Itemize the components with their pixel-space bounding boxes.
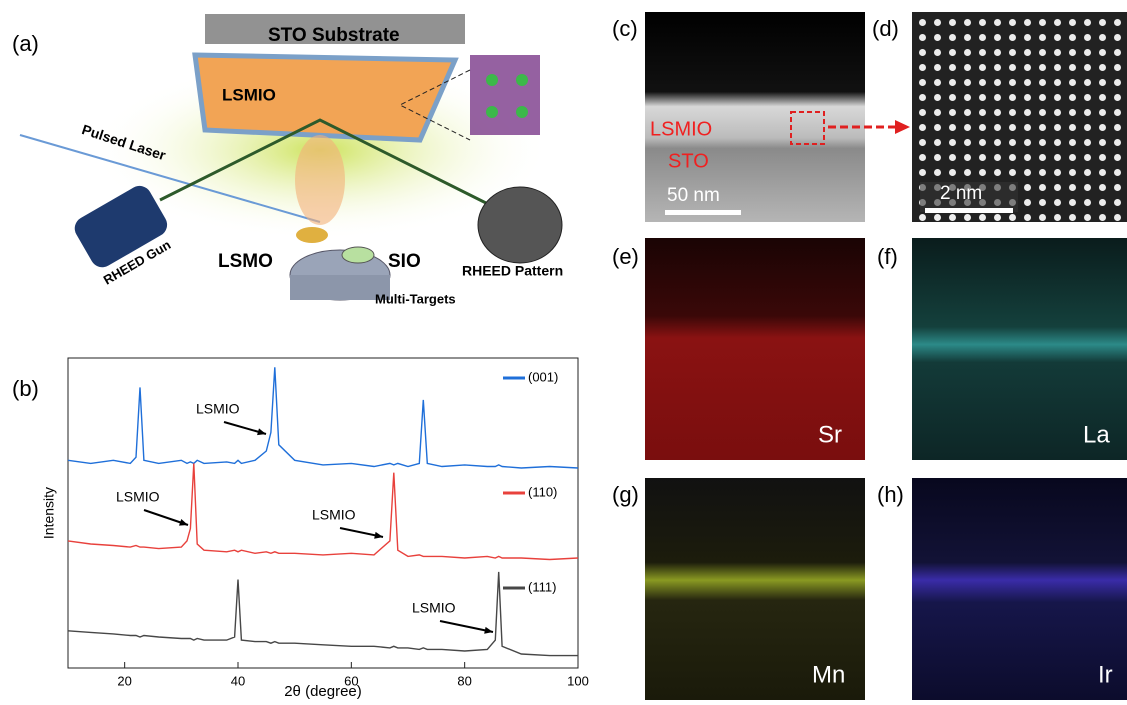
targets-label: Multi-Targets	[375, 291, 456, 306]
tem-panel: (c) LSMIO STO 50 nm	[612, 12, 910, 222]
series-line	[68, 572, 578, 656]
x-tick-label: 40	[231, 673, 245, 688]
figure: (a) STO Substrate LSMIO Pulsed Laser RHE…	[0, 0, 1127, 700]
y-axis-title: Intensity	[41, 487, 57, 539]
legend-label: (001)	[528, 369, 558, 384]
rheed-screen	[478, 187, 562, 263]
panel-label: (h)	[877, 482, 904, 507]
element-label: Sr	[818, 421, 842, 448]
annotation-arrowhead	[179, 519, 188, 526]
scale-label: 50 nm	[667, 185, 720, 206]
hrtem-panel: (d) 2 nm	[872, 12, 1127, 222]
substrate-label: STO Substrate	[268, 25, 400, 46]
eds-maps: (e) Sr (f) La (g) Mn (h) Ir	[612, 238, 1127, 700]
panel-label: (g)	[612, 482, 639, 507]
element-label: Ir	[1098, 661, 1113, 688]
target-label: LSMO	[218, 251, 273, 272]
schematic: (a) STO Substrate LSMIO Pulsed Laser RHE…	[12, 14, 563, 306]
film-label: LSMIO	[222, 85, 276, 104]
target-label: SIO	[388, 251, 421, 272]
element-label: Mn	[812, 661, 845, 688]
target-sio	[342, 247, 374, 263]
pattern-label: RHEED Pattern	[462, 263, 563, 279]
legend-label: (111)	[528, 579, 556, 594]
element-label: La	[1083, 421, 1110, 448]
annotation: LSMIO	[412, 600, 456, 616]
annotation: LSMIO	[196, 401, 240, 417]
x-tick-label: 80	[457, 673, 471, 688]
series-line	[68, 367, 578, 468]
annotation: LSMIO	[312, 507, 356, 523]
panel-label: (f)	[877, 244, 898, 269]
scale-bar	[925, 208, 1013, 213]
annotation: LSMIO	[116, 489, 160, 505]
target-lsmo	[296, 227, 328, 243]
legend-label: (110)	[528, 484, 557, 499]
panel-label: (c)	[612, 16, 638, 41]
layer-label: STO	[668, 150, 709, 172]
scale-bar	[665, 210, 741, 215]
x-tick-label: 60	[344, 673, 358, 688]
x-tick-label: 100	[567, 673, 589, 688]
crystal	[470, 55, 540, 135]
x-tick-label: 20	[117, 673, 131, 688]
annotation-arrowhead	[257, 428, 266, 435]
scale-label: 2 nm	[940, 183, 982, 204]
panel-label: (d)	[872, 16, 899, 41]
panel-label: (a)	[12, 31, 39, 56]
panel-label: (e)	[612, 244, 639, 269]
zoom-arrowhead	[895, 120, 910, 134]
map-image	[912, 478, 1127, 700]
layer-label: LSMIO	[650, 118, 712, 140]
panel-label: (b)	[12, 376, 39, 401]
plume	[295, 135, 345, 225]
